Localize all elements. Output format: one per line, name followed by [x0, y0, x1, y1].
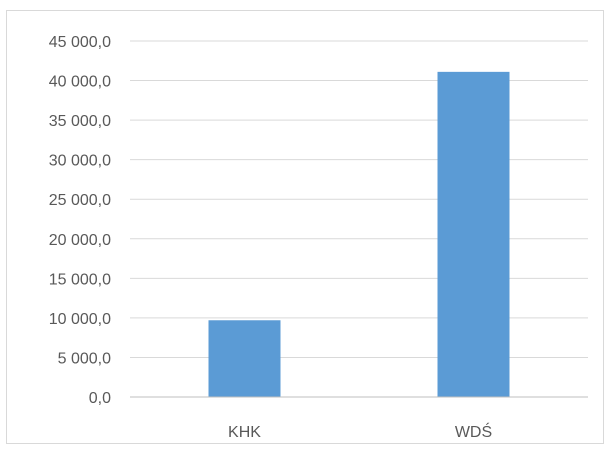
bar-wdś — [437, 71, 510, 397]
y-tick-label: 45 000,0 — [49, 34, 111, 51]
x-axis-tick-labels: KHK WDŚ — [228, 422, 492, 441]
x-tick-label: KHK — [228, 424, 261, 441]
y-tick-label: 35 000,0 — [49, 113, 111, 130]
y-tick-label: 30 000,0 — [49, 153, 111, 170]
y-tick-label: 40 000,0 — [49, 74, 111, 91]
y-tick-label: 5 000,0 — [58, 350, 111, 367]
y-tick-label: 20 000,0 — [49, 232, 111, 249]
y-tick-label: 10 000,0 — [49, 311, 111, 328]
gridlines — [130, 40, 588, 358]
y-tick-label: 15 000,0 — [49, 271, 111, 288]
x-tick-label: WDŚ — [455, 422, 492, 441]
bars — [208, 71, 510, 397]
y-tick-label: 0,0 — [89, 390, 111, 407]
y-tick-label: 25 000,0 — [49, 192, 111, 209]
bar-khk — [208, 320, 281, 397]
y-axis-tick-labels: 0,0 5 000,0 10 000,0 15 000,0 20 000,0 25 000… — [49, 34, 111, 407]
